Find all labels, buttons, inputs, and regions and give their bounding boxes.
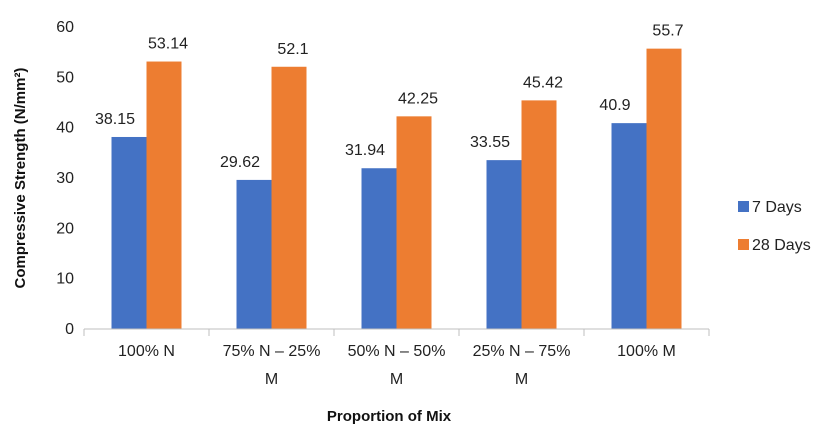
data-label: 40.9 <box>599 97 630 114</box>
data-label: 31.94 <box>345 142 385 159</box>
legend-label: 7 Days <box>752 199 802 216</box>
bar-28-days <box>521 100 557 329</box>
bar-7-days <box>236 179 272 329</box>
y-tick-label: 50 <box>56 69 74 86</box>
bars <box>111 48 682 330</box>
data-label: 38.15 <box>95 111 135 128</box>
y-tick-label: 10 <box>56 271 74 288</box>
bar-7-days <box>361 168 397 329</box>
bar-7-days <box>611 123 647 330</box>
y-tick-label: 40 <box>56 120 74 137</box>
data-label: 53.14 <box>148 36 188 53</box>
x-tick-label: 100% M <box>617 343 676 360</box>
bar-7-days <box>486 160 522 329</box>
bar-28-days <box>646 48 682 329</box>
bar-28-days <box>271 66 307 329</box>
y-tick-label: 20 <box>56 220 74 237</box>
y-axis-ticks: 0 10 20 30 40 50 60 <box>56 19 74 338</box>
x-tick-label: 50% N – 50% M <box>348 343 446 388</box>
data-label: 55.7 <box>652 23 683 40</box>
legend-swatch <box>738 239 749 250</box>
x-axis <box>83 328 710 336</box>
x-axis-ticks: 100% N 75% N – 25% M 50% N – 50% M 25% N – 75… <box>118 343 676 388</box>
legend-label: 28 Days <box>752 237 811 254</box>
x-axis-title: Proportion of Mix <box>327 408 452 425</box>
bar-28-days <box>396 116 432 329</box>
x-tick-label: 75% N – 25% M <box>223 343 321 388</box>
bar-28-days <box>146 61 182 330</box>
data-label: 42.25 <box>398 90 438 107</box>
data-label: 52.1 <box>277 41 308 58</box>
data-label: 45.42 <box>523 74 563 91</box>
y-tick-label: 0 <box>65 321 74 338</box>
y-axis-title: Compressive Strength (N/mm²) <box>12 68 29 289</box>
y-tick-label: 30 <box>56 170 74 187</box>
x-tick-label: 25% N – 75% M <box>473 343 571 388</box>
legend-swatch <box>738 201 749 212</box>
data-label: 29.62 <box>220 154 260 171</box>
y-tick-label: 60 <box>56 19 74 36</box>
legend: 7 Days 28 Days <box>738 199 811 254</box>
bar-7-days <box>111 136 147 329</box>
data-labels: 38.15 29.62 31.94 33.55 40.9 53.14 52.1 42.25 45… <box>95 23 684 171</box>
data-label: 33.55 <box>470 134 510 151</box>
x-tick-label: 100% N <box>118 343 175 360</box>
